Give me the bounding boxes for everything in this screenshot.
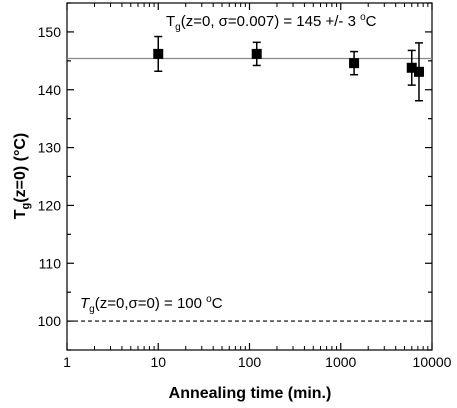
data-point-2 xyxy=(349,50,360,76)
y-tick-label: 110 xyxy=(39,255,62,271)
y-tick-label: 150 xyxy=(38,24,62,40)
marker-square xyxy=(251,48,262,59)
y-axis-title: Tg(z=0) (°C) xyxy=(12,133,32,219)
y-axis-title-main: T xyxy=(12,209,29,219)
data-point-3 xyxy=(406,49,417,86)
y-tick-label: 120 xyxy=(38,197,62,213)
marker-square xyxy=(153,48,164,59)
data-point-1 xyxy=(251,41,262,67)
annotation-bottom: Tg(z=0,σ=0) = 100 oC xyxy=(80,294,223,315)
y-tick-label: 100 xyxy=(38,313,62,329)
y-axis-title-sub: g xyxy=(20,203,32,210)
marker-square xyxy=(413,66,424,77)
x-axis-title: Annealing time (min.) xyxy=(169,385,332,402)
y-tick-label: 140 xyxy=(38,82,62,98)
data-point-0 xyxy=(153,35,164,72)
x-tick-label: 10 xyxy=(150,354,166,370)
marker-square xyxy=(349,58,360,69)
reference-lines xyxy=(67,57,432,322)
x-tick-label: 10000 xyxy=(413,354,452,370)
data-point-4 xyxy=(413,42,424,102)
y-axis-title-rest: (z=0) (°C) xyxy=(12,133,29,203)
x-tick-label: 1 xyxy=(63,354,71,370)
y-tick-label: 130 xyxy=(38,140,62,156)
svg-text:Tg(z=0) (°C): Tg(z=0) (°C) xyxy=(12,133,32,219)
y-axis-ticks: 100 110 120 130 140 150 xyxy=(38,2,432,351)
x-axis-ticks: 1 10 100 1000 10000 xyxy=(63,3,452,370)
x-tick-label: 100 xyxy=(238,354,262,370)
data-points xyxy=(153,35,424,102)
annotation-top: Tg(z=0, σ=0.007) = 145 +/- 3 oC xyxy=(166,12,377,33)
x-tick-label: 1000 xyxy=(325,354,356,370)
marker-square xyxy=(406,62,417,73)
